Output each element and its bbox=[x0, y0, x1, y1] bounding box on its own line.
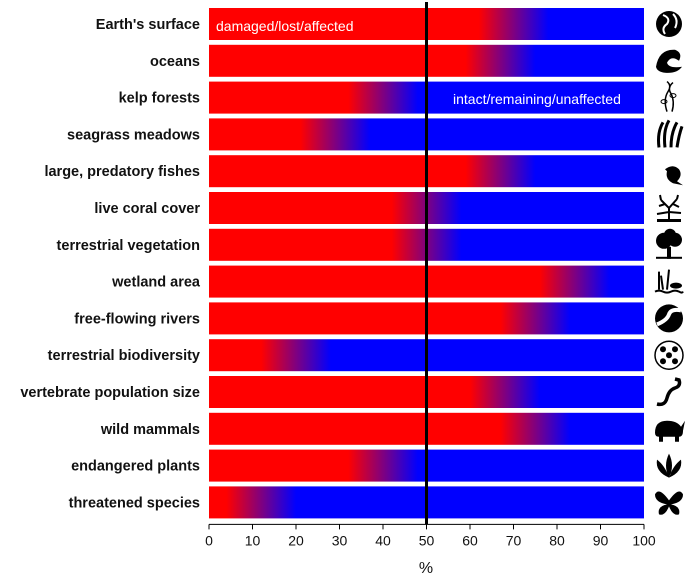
x-tick-label: 10 bbox=[245, 532, 261, 548]
category-label: threatened species bbox=[69, 495, 200, 511]
seagrass-icon bbox=[657, 119, 684, 148]
x-axis-title: % bbox=[419, 560, 433, 577]
category-label: large, predatory fishes bbox=[44, 164, 200, 180]
category-labels: Earth's surface oceans kelp forests seagras… bbox=[20, 17, 201, 511]
category-label: terrestrial vegetation bbox=[57, 238, 200, 254]
globe-icon bbox=[656, 11, 682, 37]
biodiversity-icon bbox=[654, 340, 684, 370]
x-tick-label: 0 bbox=[205, 532, 213, 548]
x-tick-label: 60 bbox=[462, 532, 478, 548]
tree-icon bbox=[656, 228, 682, 259]
coral-icon bbox=[656, 194, 682, 222]
x-tick-label: 80 bbox=[549, 532, 565, 548]
x-tick-label: 90 bbox=[593, 532, 609, 548]
x-tick-label: 20 bbox=[288, 532, 304, 548]
category-label: Earth's surface bbox=[96, 17, 200, 33]
wetland-icon bbox=[654, 269, 684, 294]
annotation-intact: intact/remaining/unaffected bbox=[453, 91, 621, 107]
category-label: wild mammals bbox=[100, 422, 200, 438]
category-label: seagrass meadows bbox=[67, 127, 200, 143]
category-label: oceans bbox=[150, 54, 200, 70]
category-label: kelp forests bbox=[119, 91, 200, 107]
x-tick-label: 40 bbox=[375, 532, 391, 548]
rhino-icon bbox=[655, 420, 685, 442]
category-icons bbox=[654, 11, 685, 515]
snake-icon bbox=[656, 377, 682, 407]
category-label: vertebrate population size bbox=[20, 385, 200, 401]
lotus-icon bbox=[656, 453, 682, 478]
x-tick-label: 50 bbox=[419, 532, 435, 548]
butterfly-icon bbox=[655, 491, 683, 515]
category-label: wetland area bbox=[111, 275, 201, 291]
annotation-damaged: damaged/lost/affected bbox=[216, 18, 354, 34]
category-label: endangered plants bbox=[71, 459, 200, 475]
x-tick-label: 30 bbox=[332, 532, 348, 548]
x-tick-label: 70 bbox=[506, 532, 522, 548]
category-label: live coral cover bbox=[94, 201, 200, 217]
marlin-icon bbox=[655, 159, 683, 186]
river-icon bbox=[655, 304, 683, 333]
kelp-icon bbox=[660, 81, 677, 112]
category-label: terrestrial biodiversity bbox=[48, 348, 200, 364]
x-axis: 0 10 20 30 40 50 60 70 80 90 100 bbox=[205, 523, 656, 548]
category-label: free-flowing rivers bbox=[74, 311, 200, 327]
wave-icon bbox=[656, 49, 682, 73]
x-tick-label: 100 bbox=[632, 532, 656, 548]
